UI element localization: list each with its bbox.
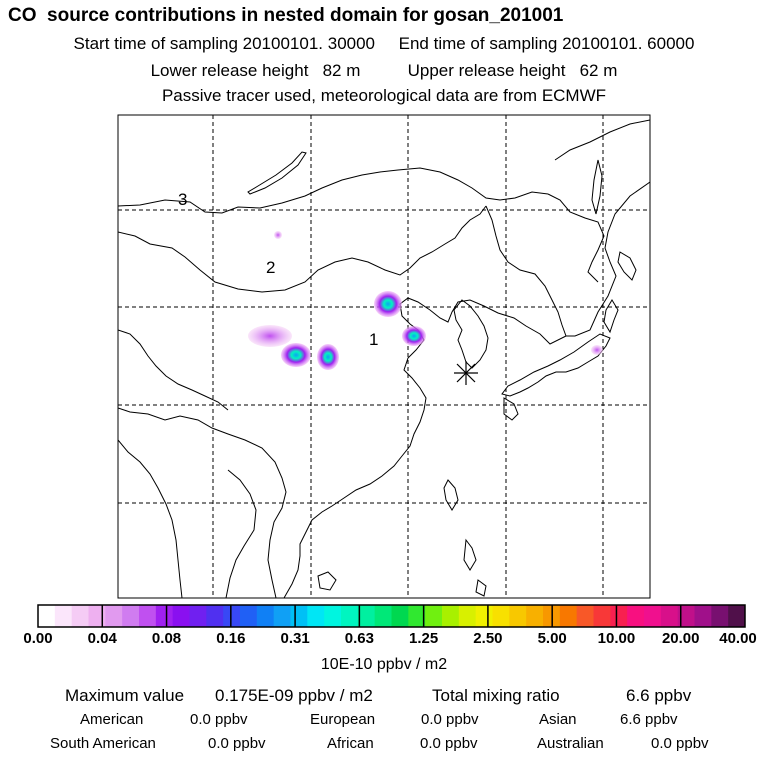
region-label-1: 1: [369, 330, 379, 349]
colorbar-swatch: [593, 605, 611, 627]
colorbar-swatch: [677, 605, 695, 627]
plume-japan: [591, 345, 603, 355]
colorbar-tick-label: 0.63: [344, 630, 374, 647]
colorbar-tick-label: 10.00: [597, 630, 636, 647]
colorbar-tick-label: 20.00: [661, 630, 700, 647]
colorbar-swatch: [509, 605, 527, 627]
colorbar-swatch: [139, 605, 157, 627]
colorbar-swatch: [71, 605, 89, 627]
colorbar-swatch: [105, 605, 123, 627]
colorbar-tick-label: 5.00: [537, 630, 567, 647]
colorbar-swatch: [442, 605, 460, 627]
colorbar-swatch: [206, 605, 224, 627]
colorbar-swatch: [475, 605, 493, 627]
colorbar-swatch: [458, 605, 477, 627]
source-plumes: [248, 231, 603, 370]
region-american-value: 0.0 ppbv: [190, 711, 248, 728]
asterisk-icon: [454, 361, 478, 385]
colorbar-swatch: [526, 605, 544, 627]
plume-bohai: [402, 326, 426, 346]
colorbar-tick-label: 40.00: [719, 630, 757, 647]
colorbar-swatch: [627, 605, 645, 627]
colorbar-swatch: [88, 605, 106, 627]
colorbar-swatch: [660, 605, 679, 627]
colorbar-tick-label: 0.04: [87, 630, 117, 647]
colorbar-swatch: [54, 605, 73, 627]
colorbar-swatch: [357, 605, 376, 627]
region-label-2: 2: [266, 258, 276, 277]
colorbar-swatch: [189, 605, 207, 627]
colorbar-swatch: [391, 605, 409, 627]
colorbar-unit: 10E-10 ppbv / m2: [320, 656, 448, 673]
colorbar-swatch: [155, 605, 174, 627]
colorbar-swatch: [492, 605, 510, 627]
colorbar-tick-label: 0.16: [216, 630, 246, 647]
coastlines-and-borders: [118, 119, 650, 598]
plume-mongolia: [274, 231, 282, 239]
colorbar-swatch: [341, 605, 359, 627]
region-south-american-label: South American: [50, 735, 156, 752]
plume-beijing: [374, 291, 402, 317]
colorbar-swatch: [559, 605, 578, 627]
colorbar-swatch: [425, 605, 443, 627]
colorbar-tick-label: 0.31: [280, 630, 310, 647]
region-australian-value: 0.0 ppbv: [651, 735, 709, 752]
colorbar-swatch: [172, 605, 190, 627]
colorbar-swatch: [307, 605, 325, 627]
colorbar-swatch: [610, 605, 628, 627]
plume-west-1: [248, 325, 292, 347]
region-african-label: African: [327, 735, 374, 752]
colorbar-swatch: [290, 605, 308, 627]
colorbar-swatch: [694, 605, 712, 627]
colorbar-swatch: [644, 605, 662, 627]
region-european-value: 0.0 ppbv: [421, 711, 479, 728]
colorbar-tick-label: 0.08: [151, 630, 182, 647]
release-height-line: Lower release height 82 m Upper release …: [150, 61, 618, 80]
max-value: 0.175E-09 ppbv / m2: [215, 686, 373, 705]
total-mixing-value: 6.6 ppbv: [626, 686, 692, 705]
tracer-info-line: Passive tracer used, meteorological data…: [161, 86, 607, 105]
colorbar-swatch: [728, 605, 746, 627]
colorbar-swatch: [408, 605, 426, 627]
region-australian-label: Australian: [537, 735, 604, 752]
colorbar-swatch: [576, 605, 594, 627]
colorbar-tick-label: 2.50: [473, 630, 503, 647]
colorbar-swatch: [711, 605, 729, 627]
map-frame: [117, 114, 651, 599]
region-african-value: 0.0 ppbv: [420, 735, 478, 752]
region-european-label: European: [310, 711, 376, 728]
colorbar-swatch: [374, 605, 392, 627]
colorbar-tick-label: 0.00: [23, 630, 53, 647]
region-asian-label: Asian: [539, 711, 577, 728]
sampling-time-line: Start time of sampling 20100101. 30000 E…: [73, 34, 695, 53]
region-asian-value: 6.6 ppbv: [620, 711, 678, 728]
colorbar-swatch: [240, 605, 258, 627]
colorbar-swatch: [324, 605, 342, 627]
colorbar-swatch: [223, 605, 241, 627]
region-south-american-value: 0.0 ppbv: [208, 735, 266, 752]
colorbar-swatch: [273, 605, 291, 627]
max-value-label: Maximum value: [65, 686, 185, 705]
region-label-3: 3: [178, 190, 188, 209]
colorbar-frame: [37, 604, 746, 628]
page-title: CO source contributions in nested domain…: [8, 5, 564, 26]
lat-lon-grid: [118, 115, 650, 598]
plume-west-2: [281, 343, 311, 367]
colorbar-swatch: [122, 605, 140, 627]
colorbar-swatch: [38, 605, 56, 627]
plume-west-3: [317, 344, 339, 370]
colorbar-tick-label: 1.25: [409, 630, 439, 647]
colorbar: [37, 604, 746, 628]
colorbar-swatch: [256, 605, 275, 627]
region-american-label: American: [80, 711, 144, 728]
total-mixing-label: Total mixing ratio: [432, 686, 560, 705]
